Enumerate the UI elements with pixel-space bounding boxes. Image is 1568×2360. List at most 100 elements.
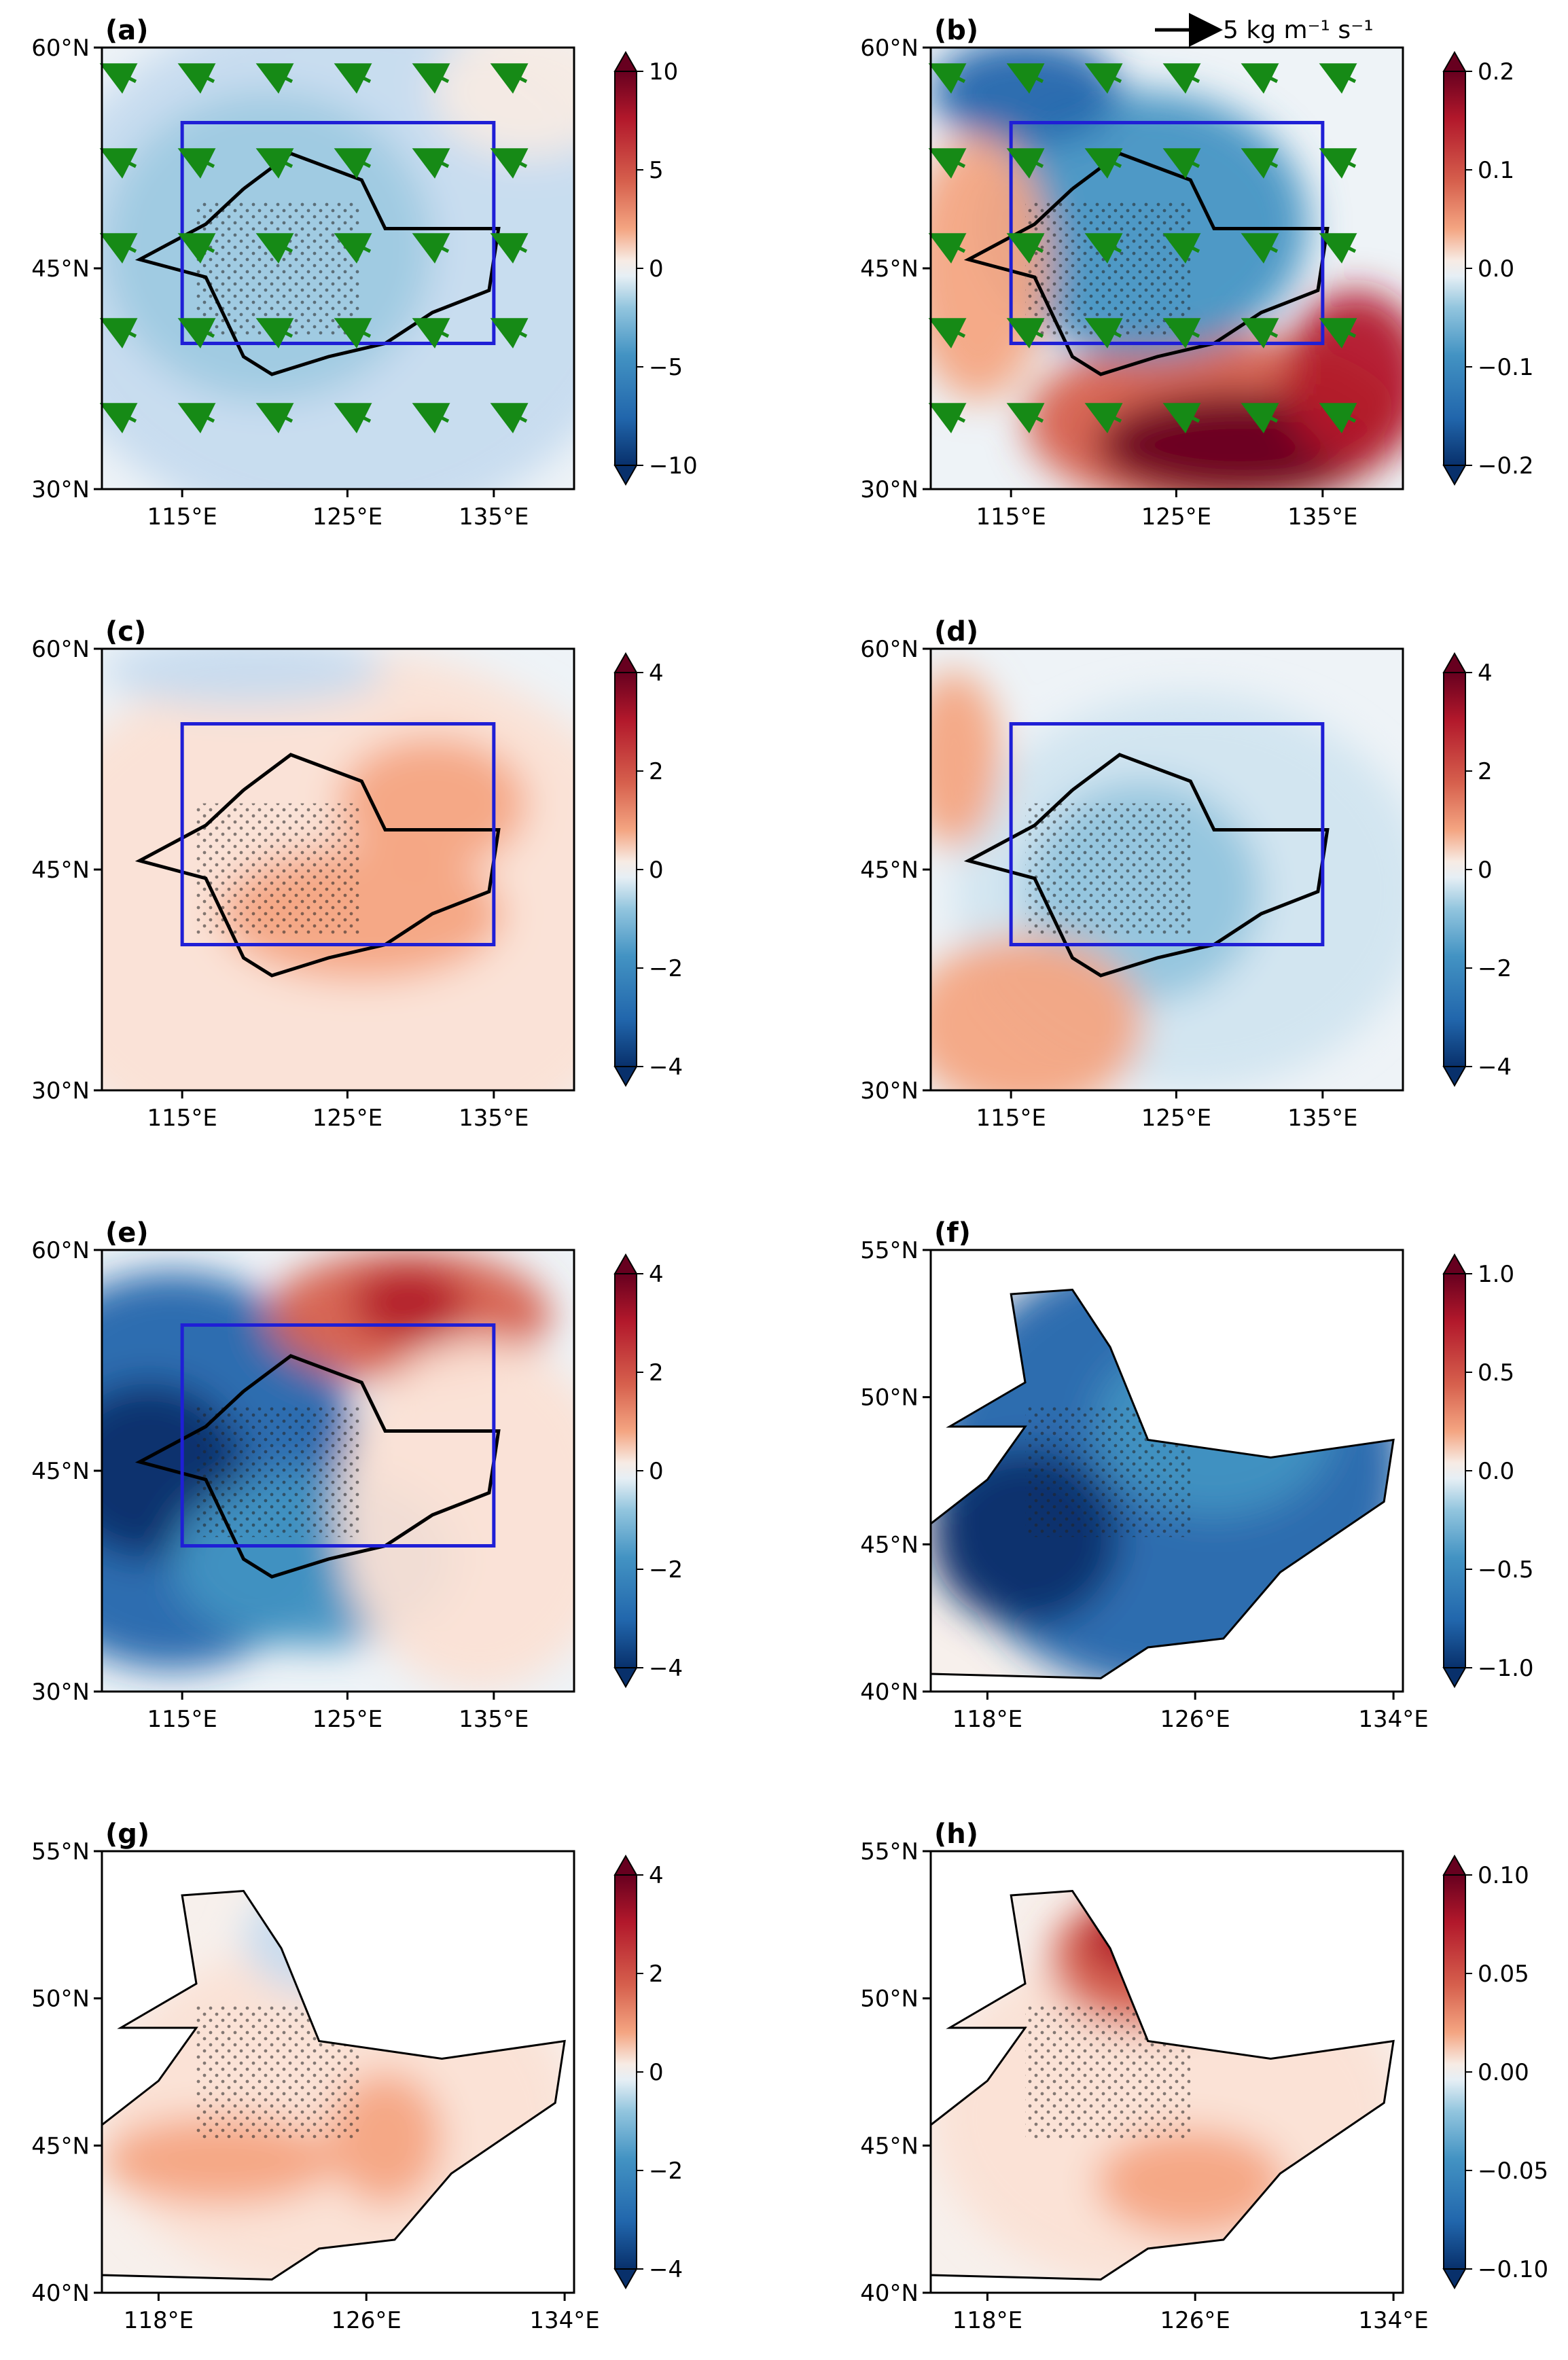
field-shading (931, 1289, 1394, 1679)
colorbar-tick-label: −0.05 (1478, 2158, 1548, 2185)
colorbar-tick-label: 0 (649, 255, 664, 283)
wind-vector (412, 318, 450, 349)
colorbar-tick-label: −5 (649, 354, 683, 381)
colorbar: 10 5 0 −5 −10 (613, 50, 698, 486)
colorbar: 1.0 0.5 0.0 −0.5 −1.0 (1442, 1253, 1534, 1689)
panel-c: (c) 60°N 45°N 30°N 115°E 125°E 135°E 4 2 0 −2 −4 (31, 616, 683, 1132)
wind-vector (928, 403, 967, 434)
wind-vector (255, 148, 294, 179)
panel-d: (d) 60°N 45°N 30°N 115°E 125°E 135°E 4 2 0 −2 −4 (860, 616, 1512, 1132)
latitude-tick-label: 40°N (860, 2280, 919, 2307)
map-frame (929, 1850, 1404, 2294)
colorbar-tick-label: −0.1 (1478, 354, 1534, 381)
wind-vector (1319, 403, 1357, 434)
wind-vector (412, 148, 450, 179)
wind-vector (1084, 63, 1123, 94)
panel-f: (f) 55°N 50°N 45°N 40°N 118°E 126°E 134°E 1.0 0.5… (860, 1217, 1533, 1733)
map-frame (929, 1249, 1404, 1693)
wind-vector (928, 63, 967, 94)
panel-g: (g) 55°N 50°N 45°N 40°N 118°E 126°E 134°E 4 2 0 −2 −… (31, 1819, 683, 2334)
field-shading (102, 48, 574, 489)
colorbar-tick-label: 0.5 (1478, 1359, 1514, 1387)
colorbar-tick-label: 0 (649, 1458, 664, 1485)
colorbar-tick-label: −2 (649, 955, 683, 982)
colorbar: 4 2 0 −2 −4 (613, 1253, 683, 1689)
wind-vector (177, 148, 216, 179)
region-outline (929, 1288, 1395, 1680)
latitude-tick-label: 30°N (31, 1077, 90, 1105)
colorbar-tick-label: 2 (649, 758, 664, 785)
longitude-tick-label: 115°E (976, 1105, 1046, 1132)
panel-label: (g) (105, 1819, 149, 1850)
wind-vector (177, 403, 216, 434)
colorbar: 4 2 0 −2 −4 (613, 1854, 683, 2290)
panel-label: (e) (105, 1217, 149, 1249)
colorbar-tick-label: −0.2 (1478, 452, 1534, 480)
latitude-tick-label: 60°N (31, 636, 90, 663)
wind-vectors (99, 63, 529, 434)
latitude-tick-label: 45°N (860, 2132, 919, 2160)
longitude-tick-label: 125°E (1141, 1105, 1211, 1132)
latitude-tick-label: 40°N (31, 2280, 90, 2307)
wind-vector (255, 233, 294, 264)
colorbar-tick-label: 4 (649, 1261, 664, 1288)
wind-vector (490, 403, 529, 434)
wind-vector (490, 233, 529, 264)
colorbar-tick-label: 1.0 (1478, 1261, 1514, 1288)
wind-vector (1006, 318, 1045, 349)
wind-vector (1241, 148, 1279, 179)
wind-vector (412, 403, 450, 434)
wind-vector (1241, 403, 1279, 434)
wind-vector (255, 318, 294, 349)
panel-a: (a) 60°N 45°N 30°N 115°E 125°E 135°E 10 5 0 −5 −10 (31, 15, 698, 531)
longitude-tick-label: 125°E (313, 503, 382, 531)
study-region-box (180, 1323, 496, 1548)
wind-vector (99, 148, 138, 179)
latitude-tick-label: 45°N (860, 857, 919, 884)
significance-stippling (1025, 1404, 1191, 1537)
panel-label: (h) (934, 1819, 978, 1850)
colorbar-tick-label: −4 (649, 1054, 683, 1081)
wind-vector (1162, 233, 1201, 264)
wind-vector (1319, 63, 1357, 94)
wind-vector (1162, 148, 1201, 179)
latitude-tick-label: 50°N (860, 1384, 919, 1412)
latitude-tick-label: 50°N (860, 1986, 919, 2013)
latitude-tick-label: 45°N (860, 255, 919, 283)
colorbar-tick-label: 0 (1478, 857, 1493, 884)
longitude-tick-label: 115°E (147, 503, 217, 531)
latitude-tick-label: 45°N (31, 2132, 90, 2160)
longitude-tick-label: 118°E (952, 1706, 1022, 1733)
wind-vector (412, 233, 450, 264)
study-region-box (1009, 722, 1325, 946)
wind-vector (1084, 148, 1123, 179)
colorbar-tick-label: 0.10 (1478, 1862, 1529, 1889)
latitude-tick-label: 60°N (31, 1237, 90, 1264)
significance-stippling (1025, 803, 1191, 936)
colorbar-tick-label: 0 (649, 857, 664, 884)
wind-vector (1241, 318, 1279, 349)
colorbar: 4 2 0 −2 −4 (1442, 651, 1512, 1088)
longitude-tick-label: 126°E (332, 2307, 402, 2334)
wind-vector (1006, 403, 1045, 434)
latitude-tick-label: 60°N (31, 35, 90, 62)
latitude-tick-label: 30°N (31, 476, 90, 503)
wind-vector (1006, 233, 1045, 264)
longitude-tick-label: 126°E (1160, 1706, 1230, 1733)
latitude-tick-label: 45°N (31, 255, 90, 283)
panel-label: (c) (105, 616, 146, 647)
longitude-tick-label: 118°E (124, 2307, 194, 2334)
wind-vector (334, 63, 372, 94)
wind-vector (99, 403, 138, 434)
wind-vector (1241, 233, 1279, 264)
wind-vector (1319, 233, 1357, 264)
field-shading (931, 649, 1403, 1090)
wind-vector (1162, 63, 1201, 94)
panel-label: (a) (105, 15, 149, 46)
colorbar-tick-label: 10 (649, 58, 678, 86)
colorbar: 0.2 0.1 0.0 −0.1 −0.2 (1442, 50, 1534, 486)
colorbar-tick-label: −0.10 (1478, 2256, 1548, 2283)
significance-stippling (196, 202, 362, 335)
colorbar-tick-label: 0.2 (1478, 58, 1514, 86)
